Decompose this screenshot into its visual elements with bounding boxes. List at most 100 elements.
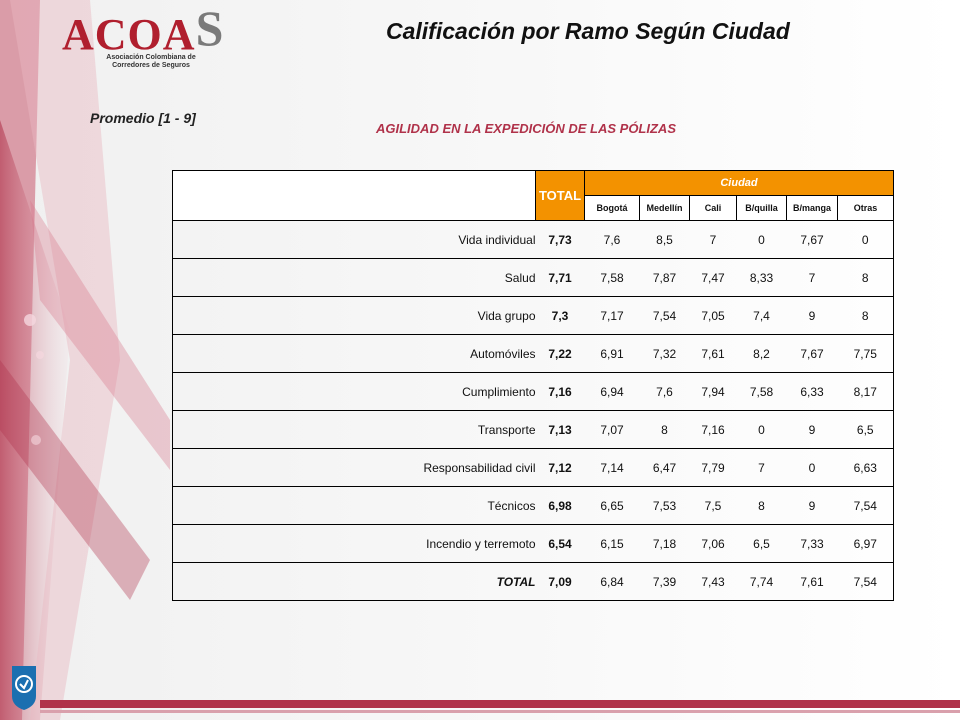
row-value: 0 [837,220,894,259]
row-value: 7,5 [689,486,737,525]
header-city: Otras [837,195,894,221]
row-total: 7,12 [535,448,585,487]
row-label: Responsabilidad civil [172,448,536,487]
table-row: Cumplimiento 7,16 6,94 7,6 7,94 7,58 6,33 8,17 [172,372,894,411]
row-value: 6,97 [837,524,894,563]
row-value: 7,43 [689,562,737,601]
row-value: 6,91 [584,334,640,373]
row-value: 7,07 [584,410,640,449]
logo-sub-line2: Corredores de Seguros [112,62,190,69]
row-value: 7,67 [786,334,838,373]
header-city: Cali [689,195,737,221]
table-row: Automóviles 7,22 6,91 7,32 7,61 8,2 7,67 7,75 [172,334,894,373]
logo-word-s: S [195,0,225,56]
shield-emblem-icon [12,666,36,710]
row-label: Salud [172,258,536,297]
row-total: 6,54 [535,524,585,563]
row-value: 7,53 [639,486,690,525]
row-value: 6,63 [837,448,894,487]
row-value: 7,94 [689,372,737,411]
table-row: Responsabilidad civil 7,12 7,14 6,47 7,79 7 0 6… [172,448,894,487]
row-value: 7,75 [837,334,894,373]
row-value: 7,18 [639,524,690,563]
row-value: 0 [736,410,787,449]
row-value: 7,67 [786,220,838,259]
row-total: 7,22 [535,334,585,373]
row-value: 7,54 [837,486,894,525]
row-value: 8,17 [837,372,894,411]
row-total: 7,13 [535,410,585,449]
row-value: 7 [736,448,787,487]
row-value: 6,94 [584,372,640,411]
header-city: Medellín [639,195,690,221]
row-label: Vida grupo [172,296,536,335]
row-value: 7,05 [689,296,737,335]
row-value: 7,16 [689,410,737,449]
row-value: 6,47 [639,448,690,487]
footer-bar [40,700,960,708]
row-value: 7,33 [786,524,838,563]
row-value: 7,6 [584,220,640,259]
row-value: 8 [837,258,894,297]
header-row-cities: Bogotá Medellín Cali B/quilla B/manga Otras [173,195,894,221]
row-value: 7,17 [584,296,640,335]
row-value: 7 [689,220,737,259]
logo-word-main: ACOA [62,10,196,59]
header-total: TOTAL [535,170,585,221]
row-value: 6,5 [736,524,787,563]
row-value: 7,4 [736,296,787,335]
header-row-1: TOTAL Ciudad [172,170,894,221]
row-value: 8 [736,486,787,525]
scale-label: Promedio [1 - 9] [90,110,196,126]
row-value: 8,33 [736,258,787,297]
acoas-logo: ACOAS Asociación Colombiana de Corredore… [62,3,224,76]
page-title: Calificación por Ramo Según Ciudad [386,18,790,44]
row-label: Transporte [172,410,536,449]
row-label: Automóviles [172,334,536,373]
row-value: 7,06 [689,524,737,563]
header-blank-cell [172,170,536,221]
row-value: 7,87 [639,258,690,297]
row-value: 9 [786,486,838,525]
row-value: 8,5 [639,220,690,259]
row-value: 7 [786,258,838,297]
header-city: B/manga [786,195,838,221]
row-value: 6,65 [584,486,640,525]
header-city: Bogotá [584,195,640,221]
table-row: Vida individual 7,73 7,6 8,5 7 0 7,67 0 [172,220,894,259]
row-total: 6,98 [535,486,585,525]
row-value: 7,54 [837,562,894,601]
row-value: 7,32 [639,334,690,373]
logo-wordmark: ACOAS [62,3,224,59]
row-value: 7,6 [639,372,690,411]
logo-subtitle: Asociación Colombiana de Corredores de S… [86,54,216,70]
row-value: 7,58 [584,258,640,297]
row-value: 7,74 [736,562,787,601]
row-value: 7,14 [584,448,640,487]
row-value: 8 [639,410,690,449]
row-value: 6,84 [584,562,640,601]
row-value: 7,39 [639,562,690,601]
table-row: Salud 7,71 7,58 7,87 7,47 8,33 7 8 [172,258,894,297]
header-ciudad: Ciudad [584,170,894,196]
row-value: 6,5 [837,410,894,449]
table-body: Vida individual 7,73 7,6 8,5 7 0 7,67 0 Salud 7,7… [172,220,894,601]
row-value: 9 [786,410,838,449]
row-label: Cumplimiento [172,372,536,411]
footer-bar-thin [40,710,960,713]
row-total: 7,71 [535,258,585,297]
row-total: 7,73 [535,220,585,259]
logo-sub-line1: Asociación Colombiana de [106,54,196,61]
row-value: 7,54 [639,296,690,335]
table-row: Transporte 7,13 7,07 8 7,16 0 9 6,5 [172,410,894,449]
row-value: 9 [786,296,838,335]
row-total: 7,3 [535,296,585,335]
table-title: AGILIDAD EN LA EXPEDICIÓN DE LAS PÓLIZAS [376,121,676,136]
header-city: B/quilla [736,195,787,221]
row-value: 7,61 [689,334,737,373]
row-label: Incendio y terremoto [172,524,536,563]
row-value: 7,47 [689,258,737,297]
table-row: TOTAL 7,09 6,84 7,39 7,43 7,74 7,61 7,54 [172,562,894,601]
row-value: 0 [736,220,787,259]
table-row: Vida grupo 7,3 7,17 7,54 7,05 7,4 9 8 [172,296,894,335]
